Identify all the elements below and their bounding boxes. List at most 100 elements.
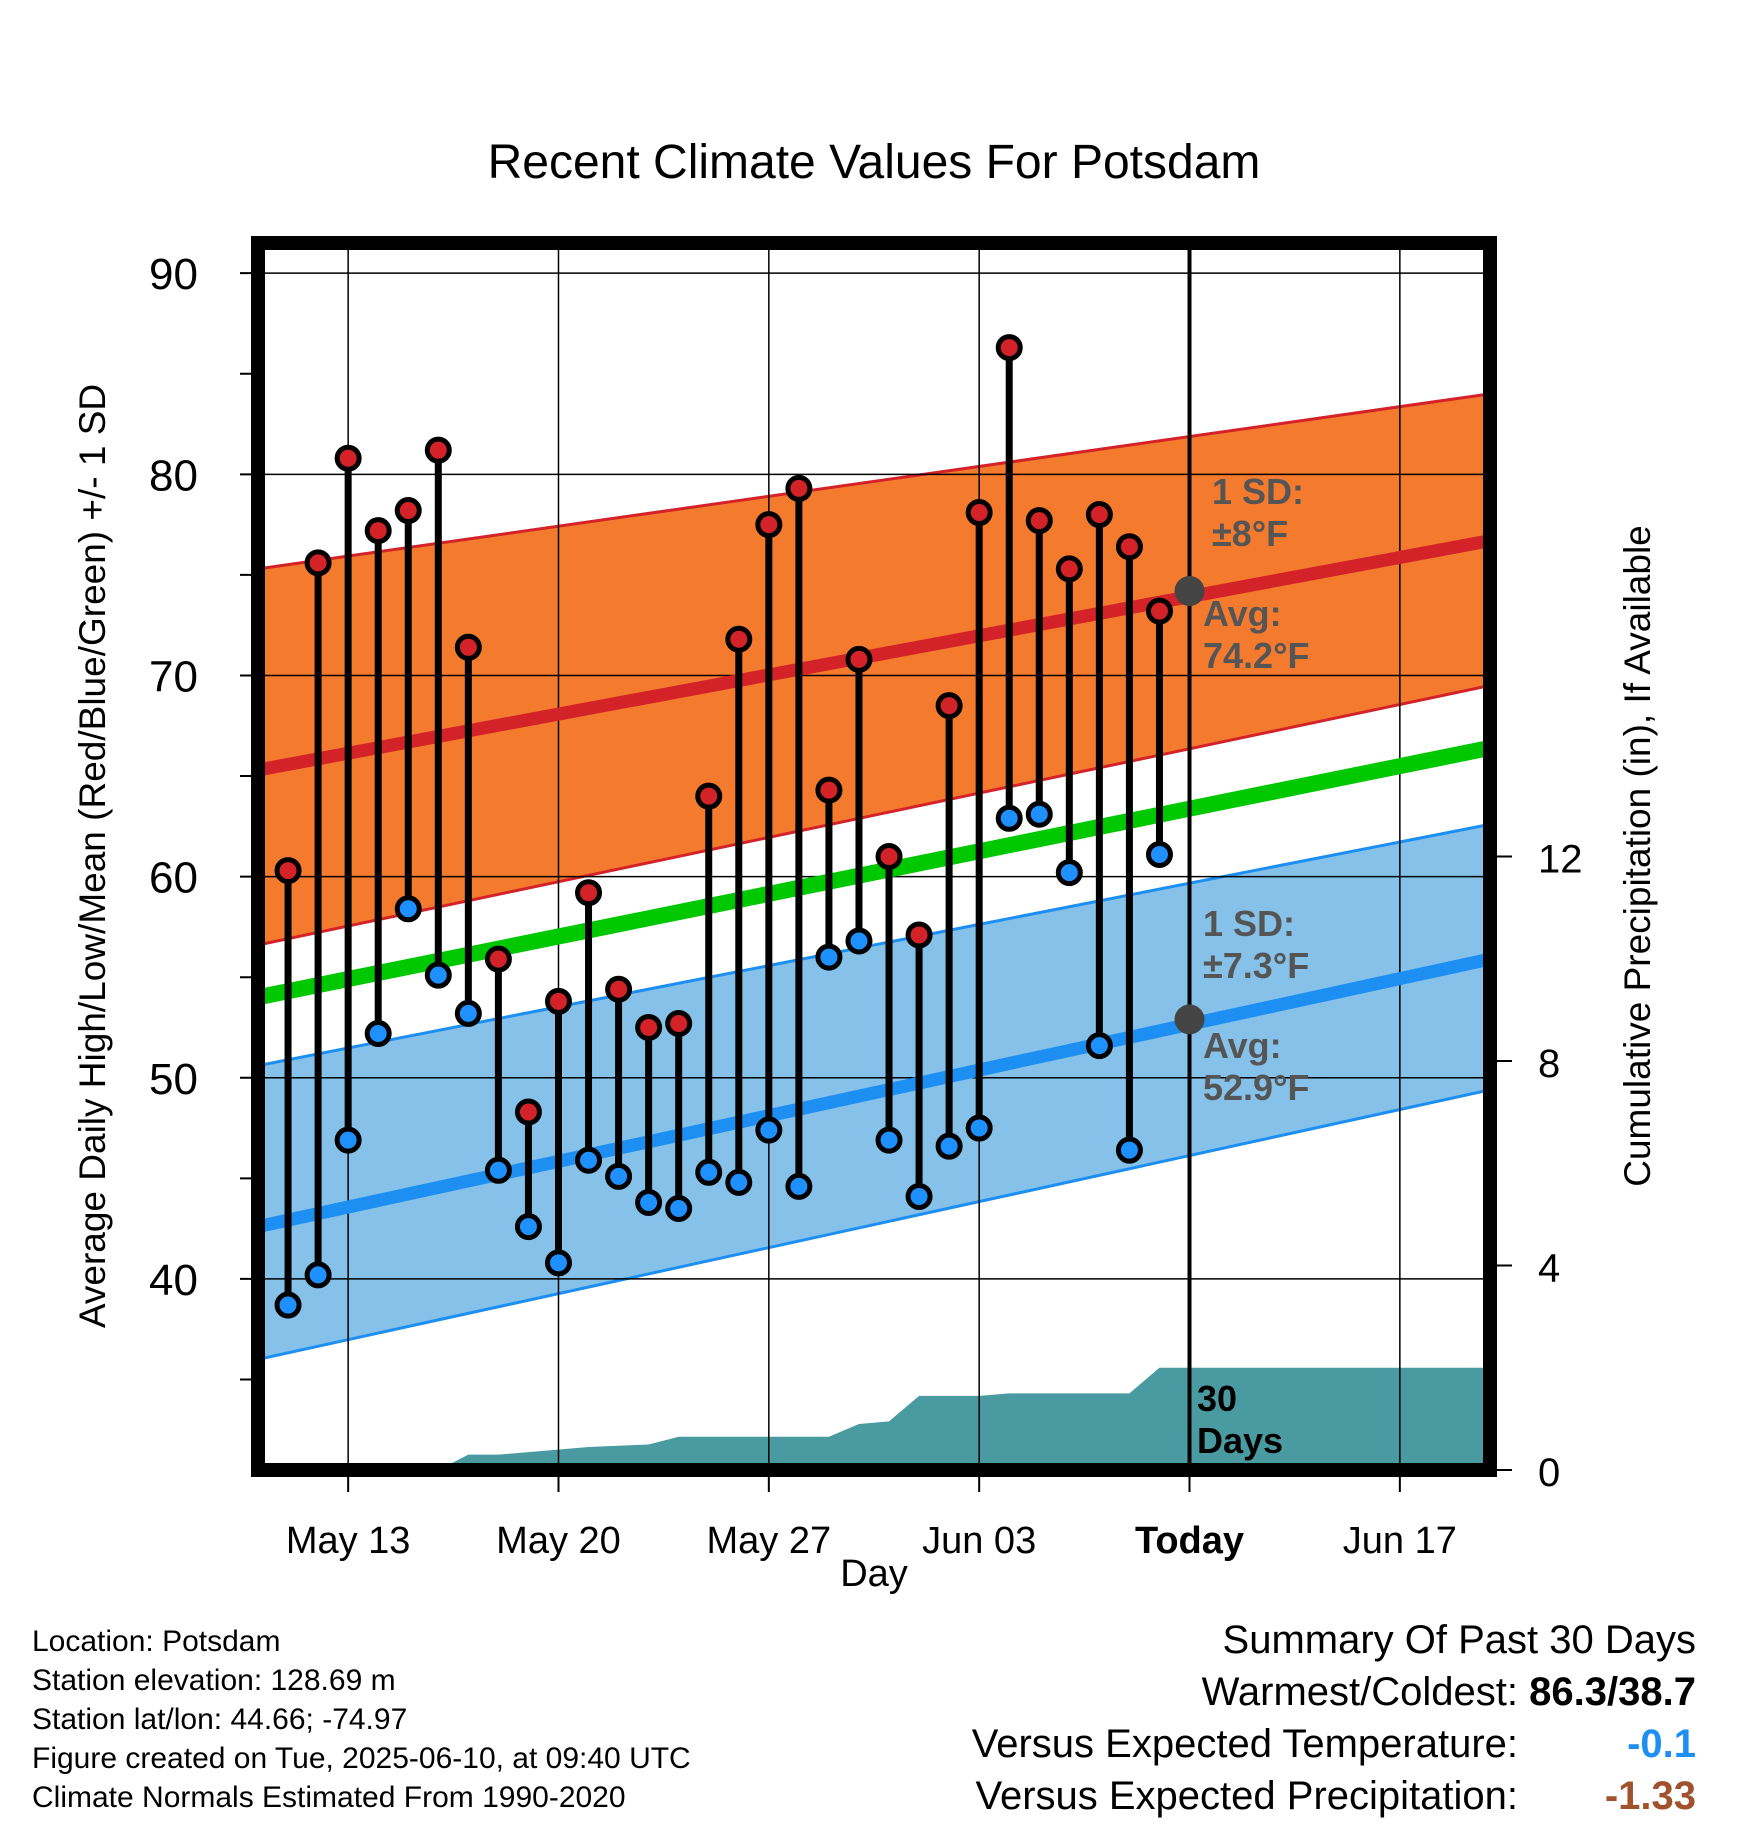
high-point — [544, 987, 572, 1015]
low-point — [1055, 859, 1083, 887]
low-normal-line — [258, 952, 1490, 1233]
low-point — [484, 1156, 512, 1184]
high-point — [815, 776, 843, 804]
x-tick-label: Today — [1135, 1520, 1244, 1562]
low-point — [544, 1249, 572, 1277]
info-location: Location: Potsdam — [32, 1625, 281, 1658]
x-axis-label: Day — [840, 1553, 908, 1595]
warmest-value: 86.3/38.7 — [1529, 1670, 1696, 1714]
high-sd-band — [258, 393, 1490, 946]
low-point — [845, 927, 873, 955]
low-avg-annotation-line2: 52.9°F — [1203, 1067, 1309, 1108]
days-annotation-line2: Days — [1197, 1420, 1283, 1461]
climate-chart: Recent Climate Values For Potsdam 1 SD: ±… — [72, 136, 1658, 1595]
high-point — [725, 625, 753, 653]
high-point — [785, 474, 813, 502]
summary-panel: Summary Of Past 30 Days Warmest/Coldest:… — [972, 1614, 1696, 1822]
high-point — [995, 334, 1023, 362]
x-tick-label: May 27 — [707, 1520, 832, 1562]
low-sd-annotation-line2: ±7.3°F — [1203, 945, 1309, 986]
info-elevation: Station elevation: 128.69 m — [32, 1664, 396, 1697]
y2-tick-label: 0 — [1538, 1451, 1560, 1495]
mean-normal-line — [258, 740, 1490, 1006]
high-point — [1025, 507, 1053, 535]
precipitation-area — [258, 1367, 1490, 1470]
high-point — [364, 517, 392, 545]
x-tick-label: Jun 03 — [922, 1520, 1036, 1562]
y2-axis-label: Cumulative Precipitation (in), If Availa… — [1617, 525, 1658, 1187]
low-point — [755, 1116, 783, 1144]
low-point — [905, 1182, 933, 1210]
high-sd-band-upper-edge — [258, 392, 1490, 571]
low-point — [665, 1195, 693, 1223]
high-point — [575, 879, 603, 907]
today-low-avg-dot — [1174, 1004, 1205, 1035]
y2-tick-label: 8 — [1538, 1042, 1560, 1086]
high-point — [965, 499, 993, 527]
y-tick-label: 90 — [149, 250, 198, 299]
low-sd-annotation-line1: 1 SD: — [1203, 903, 1295, 944]
y-tick-label: 40 — [149, 1256, 198, 1305]
info-latlon: Station lat/lon: 44.66; -74.97 — [32, 1703, 408, 1736]
low-point — [875, 1126, 903, 1154]
high-point — [635, 1013, 663, 1041]
high-point — [454, 633, 482, 661]
high-point — [334, 444, 362, 472]
y-axis-left: 40 50 60 70 80 90 — [149, 250, 258, 1381]
high-point — [1115, 533, 1143, 561]
daily-dots — [274, 334, 1205, 1319]
low-point — [635, 1188, 663, 1216]
high-point — [424, 436, 452, 464]
high-sd-annotation-line1: 1 SD: — [1212, 471, 1304, 512]
high-point — [304, 549, 332, 577]
high-point — [1145, 597, 1173, 625]
high-point — [394, 497, 422, 525]
high-normal-line — [258, 534, 1490, 777]
high-avg-annotation: Avg: 74.2°F — [1203, 593, 1309, 676]
high-avg-annotation-line2: 74.2°F — [1203, 635, 1309, 676]
high-point — [1085, 501, 1113, 529]
daily-range-stems — [284, 347, 1163, 1306]
low-point — [364, 1020, 392, 1048]
precip-area — [258, 1367, 1490, 1470]
low-point — [1025, 800, 1053, 828]
high-point — [514, 1098, 542, 1126]
low-point — [424, 961, 452, 989]
low-point — [1145, 840, 1173, 868]
low-point — [1115, 1136, 1143, 1164]
temp-label: Versus Expected Temperature: — [971, 1722, 1518, 1766]
low-point — [935, 1132, 963, 1160]
low-avg-annotation: Avg: 52.9°F — [1203, 1025, 1309, 1108]
high-point — [665, 1009, 693, 1037]
high-point — [755, 511, 783, 539]
x-tick-label: Jun 17 — [1343, 1520, 1457, 1562]
low-sd-annotation: 1 SD: ±7.3°F — [1203, 903, 1309, 986]
high-point — [484, 945, 512, 973]
info-created: Figure created on Tue, 2025-06-10, at 09… — [32, 1742, 691, 1775]
low-point — [785, 1172, 813, 1200]
low-point — [605, 1162, 633, 1190]
high-point — [1055, 555, 1083, 583]
chart-title: Recent Climate Values For Potsdam — [488, 136, 1261, 189]
high-avg-annotation-line1: Avg: — [1203, 593, 1282, 634]
station-info: Location: Potsdam Station elevation: 128… — [32, 1622, 691, 1817]
x-tick-label: May 13 — [286, 1520, 411, 1562]
y2-tick-label: 4 — [1538, 1247, 1560, 1291]
warmest-label: Warmest/Coldest: — [1201, 1670, 1518, 1714]
temp-value: -0.1 — [1627, 1722, 1696, 1766]
info-normals: Climate Normals Estimated From 1990-2020 — [32, 1781, 626, 1814]
low-point — [454, 999, 482, 1027]
summary-temp-row: Versus Expected Temperature: -0.1 — [972, 1718, 1696, 1770]
days-annotation: 30 Days — [1197, 1378, 1283, 1461]
high-point — [875, 843, 903, 870]
precip-label: Versus Expected Precipitation: — [975, 1774, 1518, 1818]
y-tick-label: 50 — [149, 1055, 198, 1104]
y-tick-label: 70 — [149, 652, 198, 701]
high-point — [695, 782, 723, 810]
low-point — [695, 1158, 723, 1186]
y2-tick-label: 12 — [1538, 838, 1583, 882]
high-point — [845, 645, 873, 673]
high-sd-annotation: 1 SD: ±8°F — [1212, 471, 1304, 554]
precip-value: -1.33 — [1604, 1774, 1696, 1818]
